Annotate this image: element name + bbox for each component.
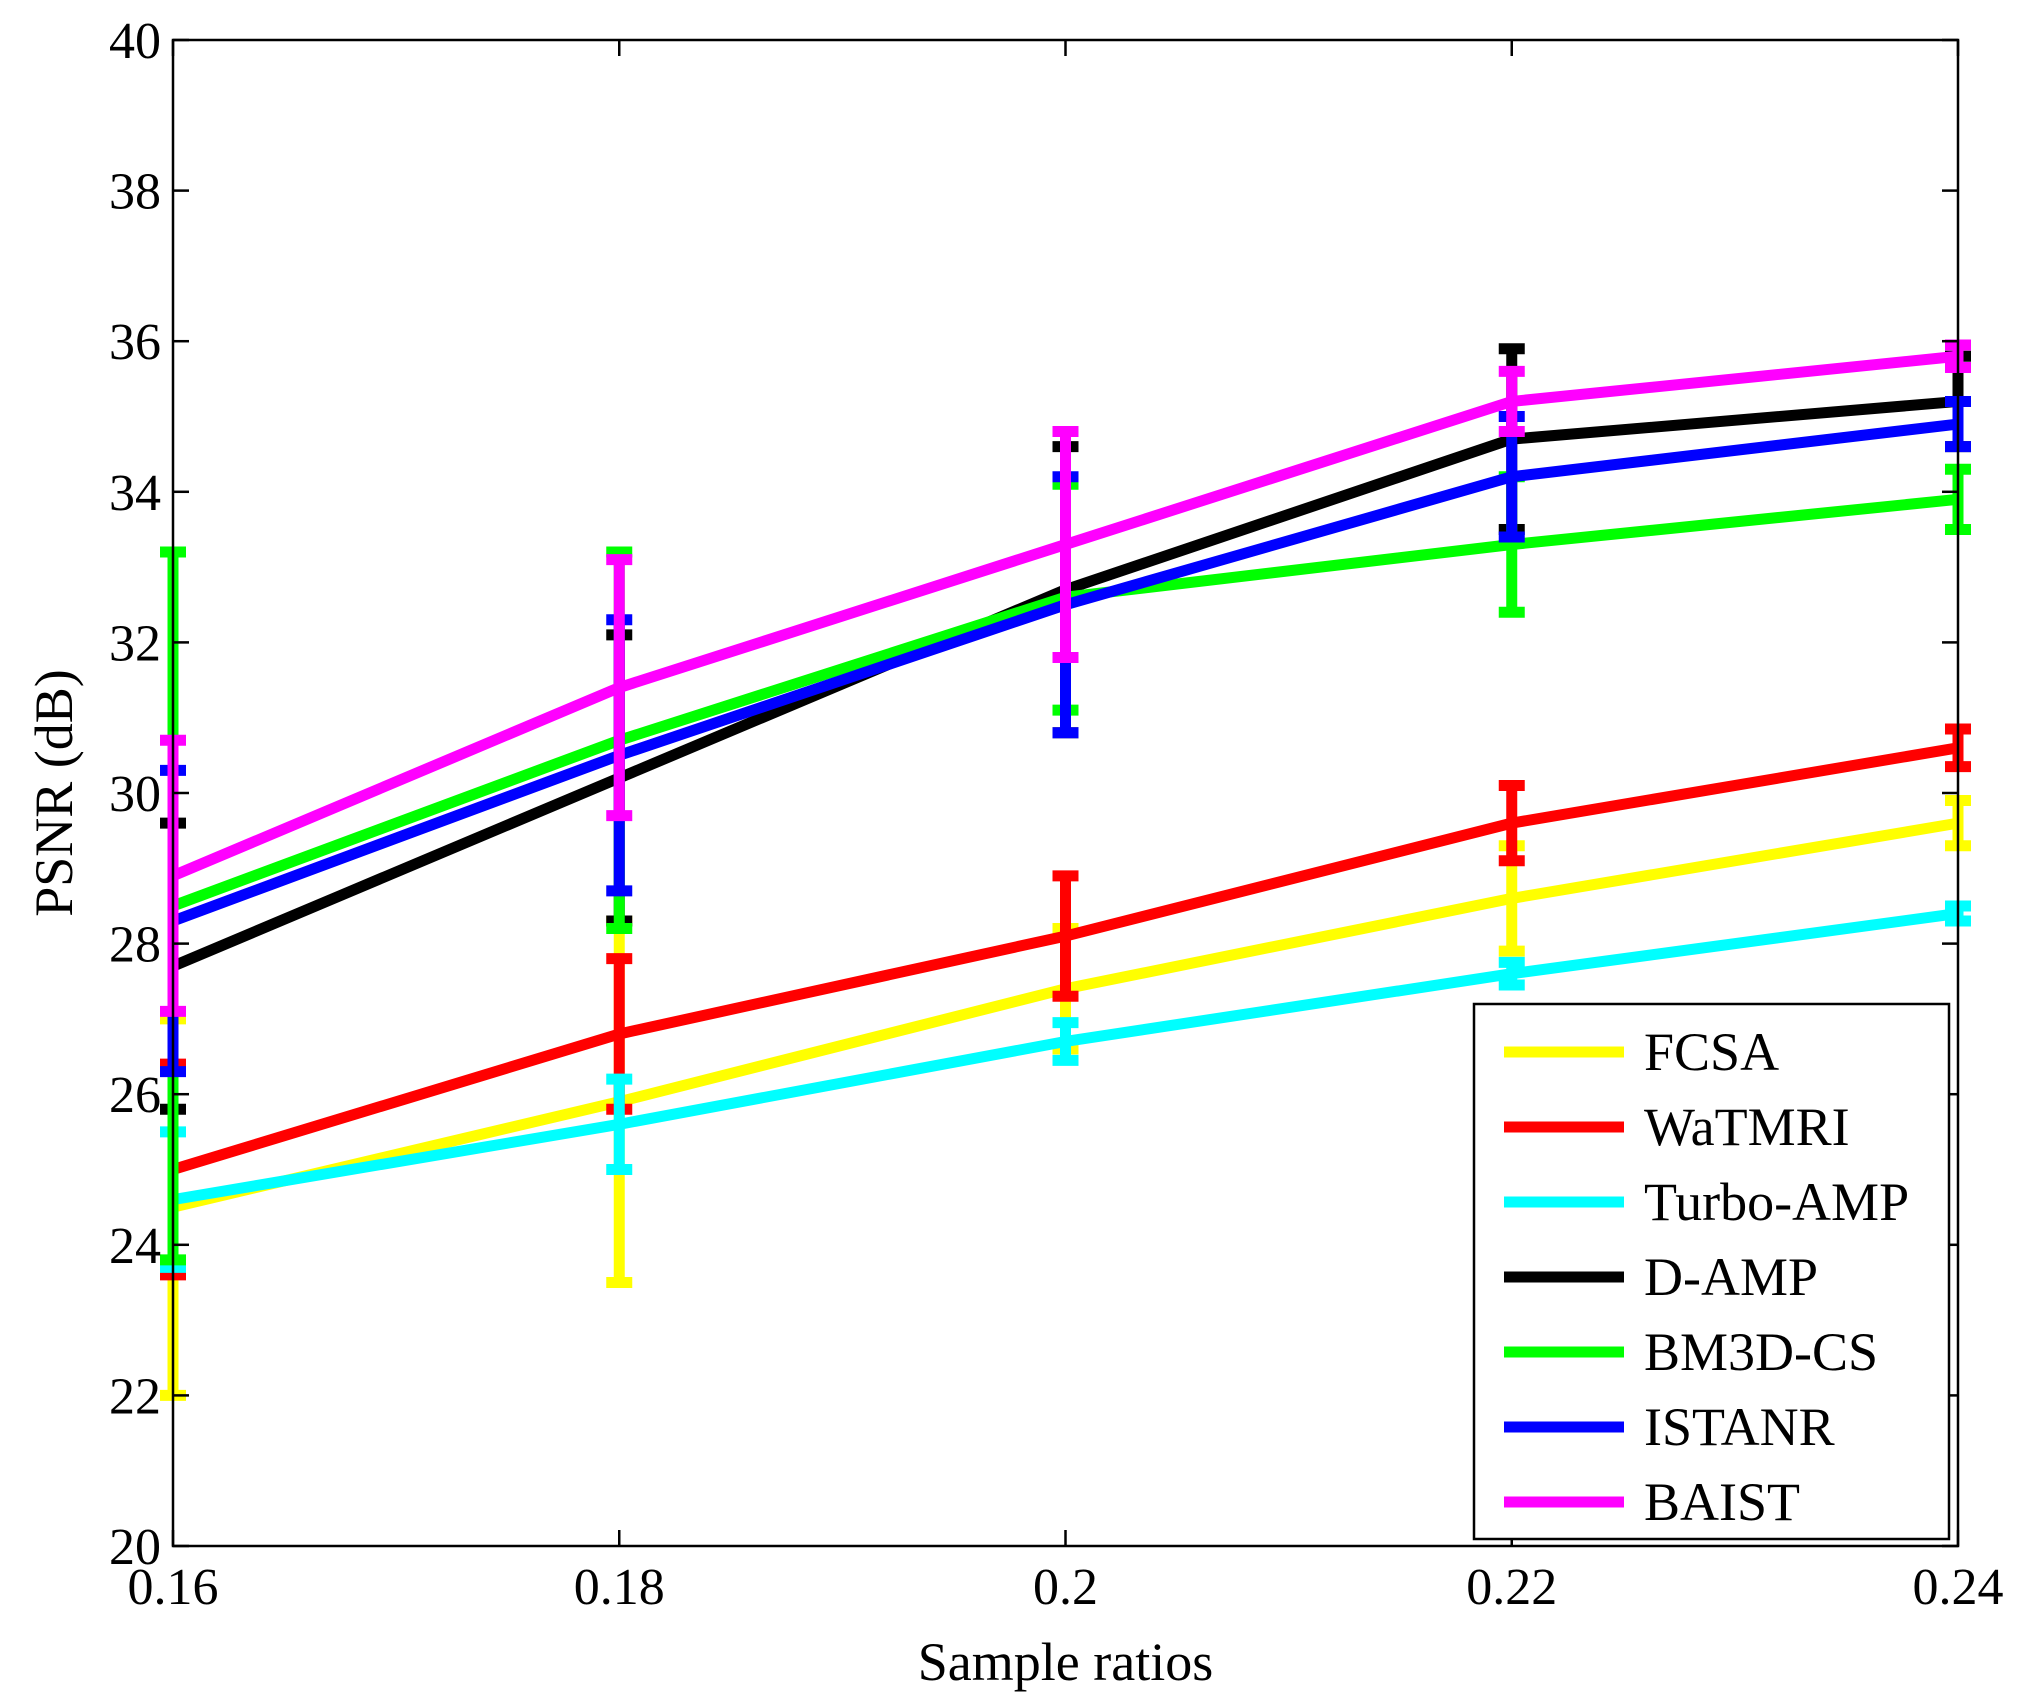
legend-label: D-AMP (1644, 1247, 1818, 1307)
legend-label: BM3D-CS (1644, 1322, 1878, 1382)
series-line (172, 908, 1959, 1206)
legend-label: Turbo-AMP (1644, 1172, 1909, 1232)
y-tick-label: 26 (109, 1067, 161, 1124)
legend: FCSA WaTMRI Turbo-AMP D-AMP BM3D-CS ISTANR BAI… (1472, 1002, 1951, 1541)
x-axis-label: Sample ratios (918, 1632, 1213, 1692)
series-watmri (160, 723, 1971, 1281)
y-axis-label: PSNR (dB) (24, 669, 84, 917)
legend-label: FCSA (1644, 1022, 1779, 1082)
y-tick-label: 38 (109, 164, 161, 221)
series-line (170, 350, 1959, 881)
x-tick-label: 0.24 (1913, 1559, 2004, 1616)
y-tick-label: 36 (109, 314, 161, 371)
y-tick-label: 22 (109, 1368, 161, 1425)
y-tick-label: 30 (109, 766, 161, 823)
x-tick-label: 0.16 (128, 1559, 219, 1616)
series-turbo-amp (160, 900, 1971, 1273)
x-tick-label: 0.18 (574, 1559, 665, 1616)
y-tick-label: 32 (109, 615, 161, 672)
x-tick-label: 0.22 (1466, 1559, 1557, 1616)
y-tick-label: 24 (109, 1218, 161, 1275)
legend-label: ISTANR (1644, 1397, 1835, 1457)
y-tick-label: 28 (109, 917, 161, 974)
y-tick-label: 20 (109, 1519, 161, 1576)
legend-label: WaTMRI (1644, 1097, 1850, 1157)
y-tick-label: 34 (109, 465, 161, 522)
axis-ticks: 0.16 0.18 0.2 0.22 0.24 20 22 24 26 28 30 32 34 36 38 4… (109, 13, 2004, 1616)
legend-label: BAIST (1644, 1472, 1800, 1532)
y-tick-label: 40 (109, 13, 161, 70)
x-tick-label: 0.2 (1033, 1559, 1098, 1616)
series-line (171, 742, 1959, 1175)
